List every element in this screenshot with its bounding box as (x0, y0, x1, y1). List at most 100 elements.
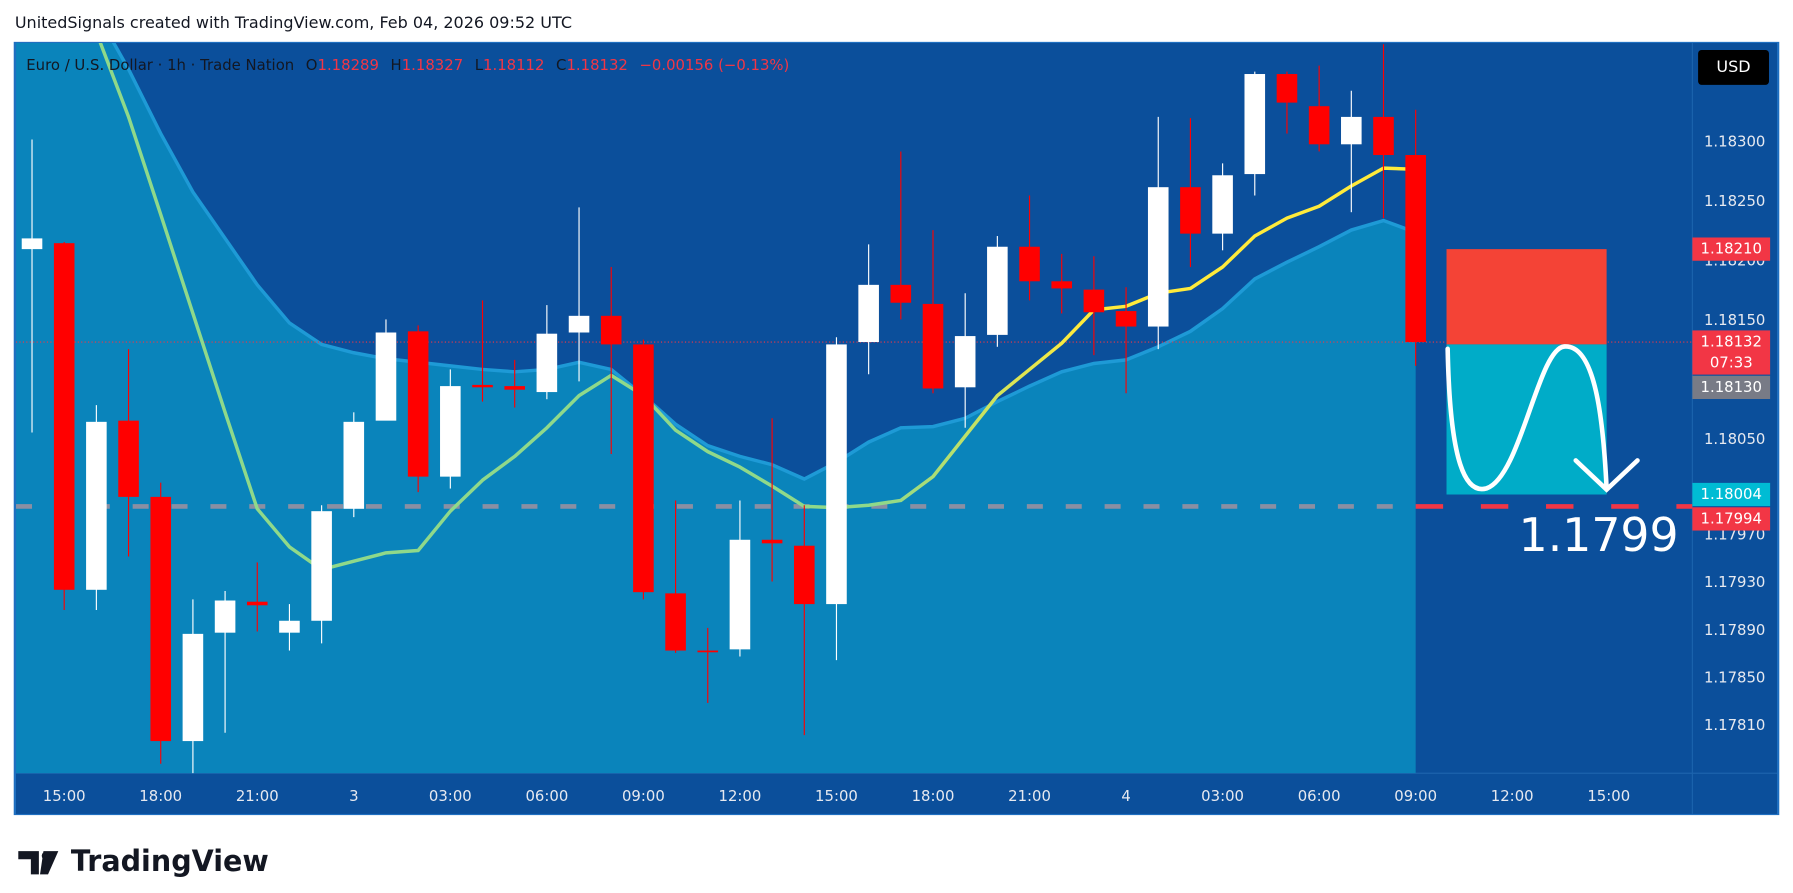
candle-body (890, 284, 912, 303)
candle-body (536, 333, 558, 393)
candle-body (633, 344, 654, 593)
candle-body (1212, 175, 1233, 234)
x-tick-label: 21:00 (236, 787, 279, 805)
price-label-bg (1692, 507, 1771, 531)
price-label: 1.18210 (1701, 240, 1762, 258)
price-label: 1.17994 (1701, 509, 1762, 527)
price-label-bg (1692, 330, 1771, 375)
countdown: 07:33 (1710, 353, 1753, 371)
candle-body (826, 344, 847, 605)
candle-body (1051, 281, 1073, 289)
drawing-curve (1445, 344, 1640, 493)
x-tick-label: 21:00 (1008, 787, 1051, 805)
price-label: 1.18130 (1701, 378, 1762, 396)
currency-button[interactable] (1698, 49, 1769, 85)
candle-body (1019, 246, 1040, 282)
candle-body (472, 384, 493, 388)
symbol: Euro / U.S. Dollar · 1h · Trade Nation (26, 56, 294, 74)
candle-body (1180, 187, 1201, 234)
candle-body (568, 315, 590, 333)
ohlc-letter: C (556, 56, 566, 74)
x-tick-label: 18:00 (912, 787, 955, 805)
candle-body (1405, 155, 1426, 343)
candle-body (182, 633, 204, 742)
annotation: 1.1799 (1519, 508, 1679, 562)
position-stop (1446, 249, 1607, 345)
y-tick-label: 1.18300 (1704, 132, 1765, 150)
candle-body (1147, 187, 1169, 327)
candle-body (987, 246, 1008, 335)
x-tick-label: 03:00 (1201, 787, 1244, 805)
band-area (16, 43, 1416, 774)
candle-body (86, 421, 107, 590)
x-tick-label: 09:00 (1394, 787, 1437, 805)
candle-body (150, 496, 172, 742)
ohlc-value: 1.18112 (483, 56, 544, 74)
candle-body (279, 620, 300, 633)
band-line (111, 43, 1417, 481)
candle-body (665, 593, 686, 651)
x-tick-label: 09:00 (622, 787, 665, 805)
candle-body (697, 650, 719, 653)
candle-body (1308, 106, 1330, 145)
logo-dot (41, 851, 50, 860)
change: −0.00156 (−0.13%) (639, 56, 789, 74)
candle-body (729, 539, 751, 650)
y-tick-label: 1.18050 (1704, 430, 1765, 448)
ohlc-letter: O (306, 56, 318, 74)
price-label: 1.18132 (1701, 332, 1762, 350)
candle-body (922, 303, 944, 389)
candle-body (440, 386, 461, 477)
ohlc-letter: H (391, 56, 402, 74)
candle-body (1115, 311, 1137, 327)
legend: Euro / U.S. Dollar · 1h · Trade Nation O… (26, 56, 789, 74)
logo-icon (18, 851, 59, 875)
ohlc-value: 1.18132 (566, 56, 627, 74)
candle-body (118, 420, 139, 497)
candle-body (600, 315, 622, 345)
ema-line (98, 43, 1416, 572)
plot: 1.1799 (16, 43, 1693, 774)
x-tick-label: 15:00 (815, 787, 858, 805)
candle-body (375, 332, 397, 421)
y-tick-label: 1.17890 (1704, 621, 1765, 639)
candle-body (1244, 74, 1266, 175)
candle-body (214, 600, 236, 633)
x-tick-label: 3 (349, 787, 358, 805)
y-tick-label: 1.18150 (1704, 311, 1765, 329)
x-tick-label: 06:00 (525, 787, 568, 805)
candle-body (761, 539, 783, 544)
candle-body (858, 284, 879, 343)
candle-body (343, 421, 365, 509)
x-tick-label: 15:00 (43, 787, 86, 805)
axes: 1.183001.182501.182001.181501.180501.179… (43, 132, 1771, 805)
candle-body (1341, 116, 1362, 145)
currency[interactable]: USD (1716, 57, 1750, 76)
candle-body (21, 238, 43, 250)
candle-body (954, 336, 976, 388)
candle-body (1276, 74, 1298, 103)
x-tick-label: 06:00 (1298, 787, 1341, 805)
ohlc-value: 1.18327 (402, 56, 463, 74)
price-label-bg (1692, 482, 1771, 507)
ohlc-value: 1.18289 (317, 56, 378, 74)
candle-body (246, 601, 268, 606)
logo (18, 851, 59, 875)
x-tick-label: 12:00 (1491, 787, 1534, 805)
footer-brand: TradingView (71, 844, 269, 878)
price-label-bg (1692, 375, 1771, 400)
candle-body (793, 545, 815, 605)
header: UnitedSignals created with TradingView.c… (15, 13, 572, 32)
candle-body (311, 511, 332, 621)
price-label: 1.18004 (1701, 485, 1762, 503)
y-tick-label: 1.17850 (1704, 668, 1765, 686)
y-tick-label: 1.17810 (1704, 716, 1765, 734)
ohlc-letter: L (475, 56, 484, 74)
y-tick-label: 1.18250 (1704, 192, 1765, 210)
candle-body (53, 243, 75, 590)
price-label-bg (1692, 237, 1771, 261)
x-tick-label: 15:00 (1587, 787, 1630, 805)
y-tick-label: 1.17930 (1704, 573, 1765, 591)
